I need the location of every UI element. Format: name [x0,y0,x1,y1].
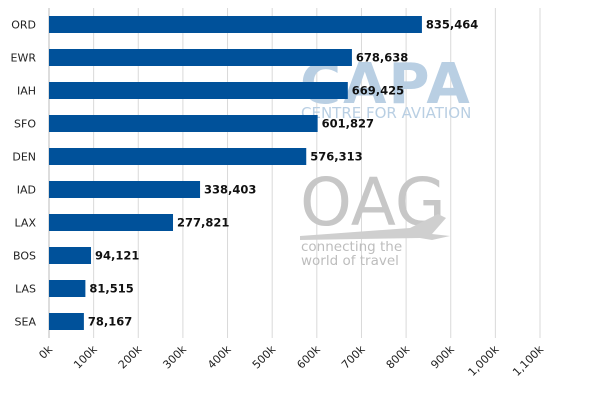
category-label: LAX [15,217,37,230]
category-label: IAH [17,85,36,98]
x-tick-label: 100k [71,342,100,371]
bars [49,16,422,330]
value-label: 601,827 [322,117,374,131]
value-label: 576,313 [310,150,362,164]
x-tick-label: 900k [428,342,457,371]
value-label: 678,638 [356,51,408,65]
value-label: 835,464 [426,18,478,32]
x-tick-label: 700k [339,342,368,371]
value-label: 78,167 [88,315,132,329]
category-label: EWR [11,52,37,65]
x-tick-label: 1,100k [510,342,546,378]
x-tick-label: 500k [250,342,279,371]
x-tick-label: 300k [160,342,189,371]
x-tick-label: 600k [294,342,323,371]
value-label: 81,515 [89,282,133,296]
x-tick-label: 400k [205,342,234,371]
airplane-icon [300,214,450,240]
category-label: BOS [13,250,36,263]
x-axis-ticks: 0k 100k 200k 300k 400k 500k 600k 700k 800k 900k 1,… [36,342,546,378]
category-label: DEN [12,151,36,164]
bar-bos [49,247,92,264]
x-tick-label: 200k [116,342,145,371]
bar-lax [49,214,174,231]
category-label: SEA [15,316,37,329]
bar-ewr [49,49,352,66]
category-label: SFO [14,118,36,131]
bar-las [49,280,86,297]
oag-tagline-line2: world of travel [301,253,399,269]
category-label: ORD [11,19,36,32]
capa-tagline: CENTRE FOR AVIATION [301,104,471,122]
value-label: 277,821 [177,216,229,230]
labels: ORD 835,464 EWR 678,638 IAH 669,425 SFO 601,827… [11,18,479,329]
bar-iah [49,82,348,99]
value-label: 94,121 [95,249,139,263]
x-tick-label: 1,000k [466,342,502,378]
value-label: 669,425 [352,84,404,98]
bar-den [49,148,307,165]
bar-sfo [49,115,318,132]
x-tick-label: 800k [384,342,413,371]
value-label: 338,403 [204,183,256,197]
bar-sea [49,313,84,330]
category-label: IAD [17,184,36,197]
bar-ord [49,16,422,33]
category-label: LAS [15,283,36,296]
bar-iad [49,181,201,198]
oag-tagline-line1: connecting the [301,239,402,255]
x-tick-label: 0k [36,342,55,361]
